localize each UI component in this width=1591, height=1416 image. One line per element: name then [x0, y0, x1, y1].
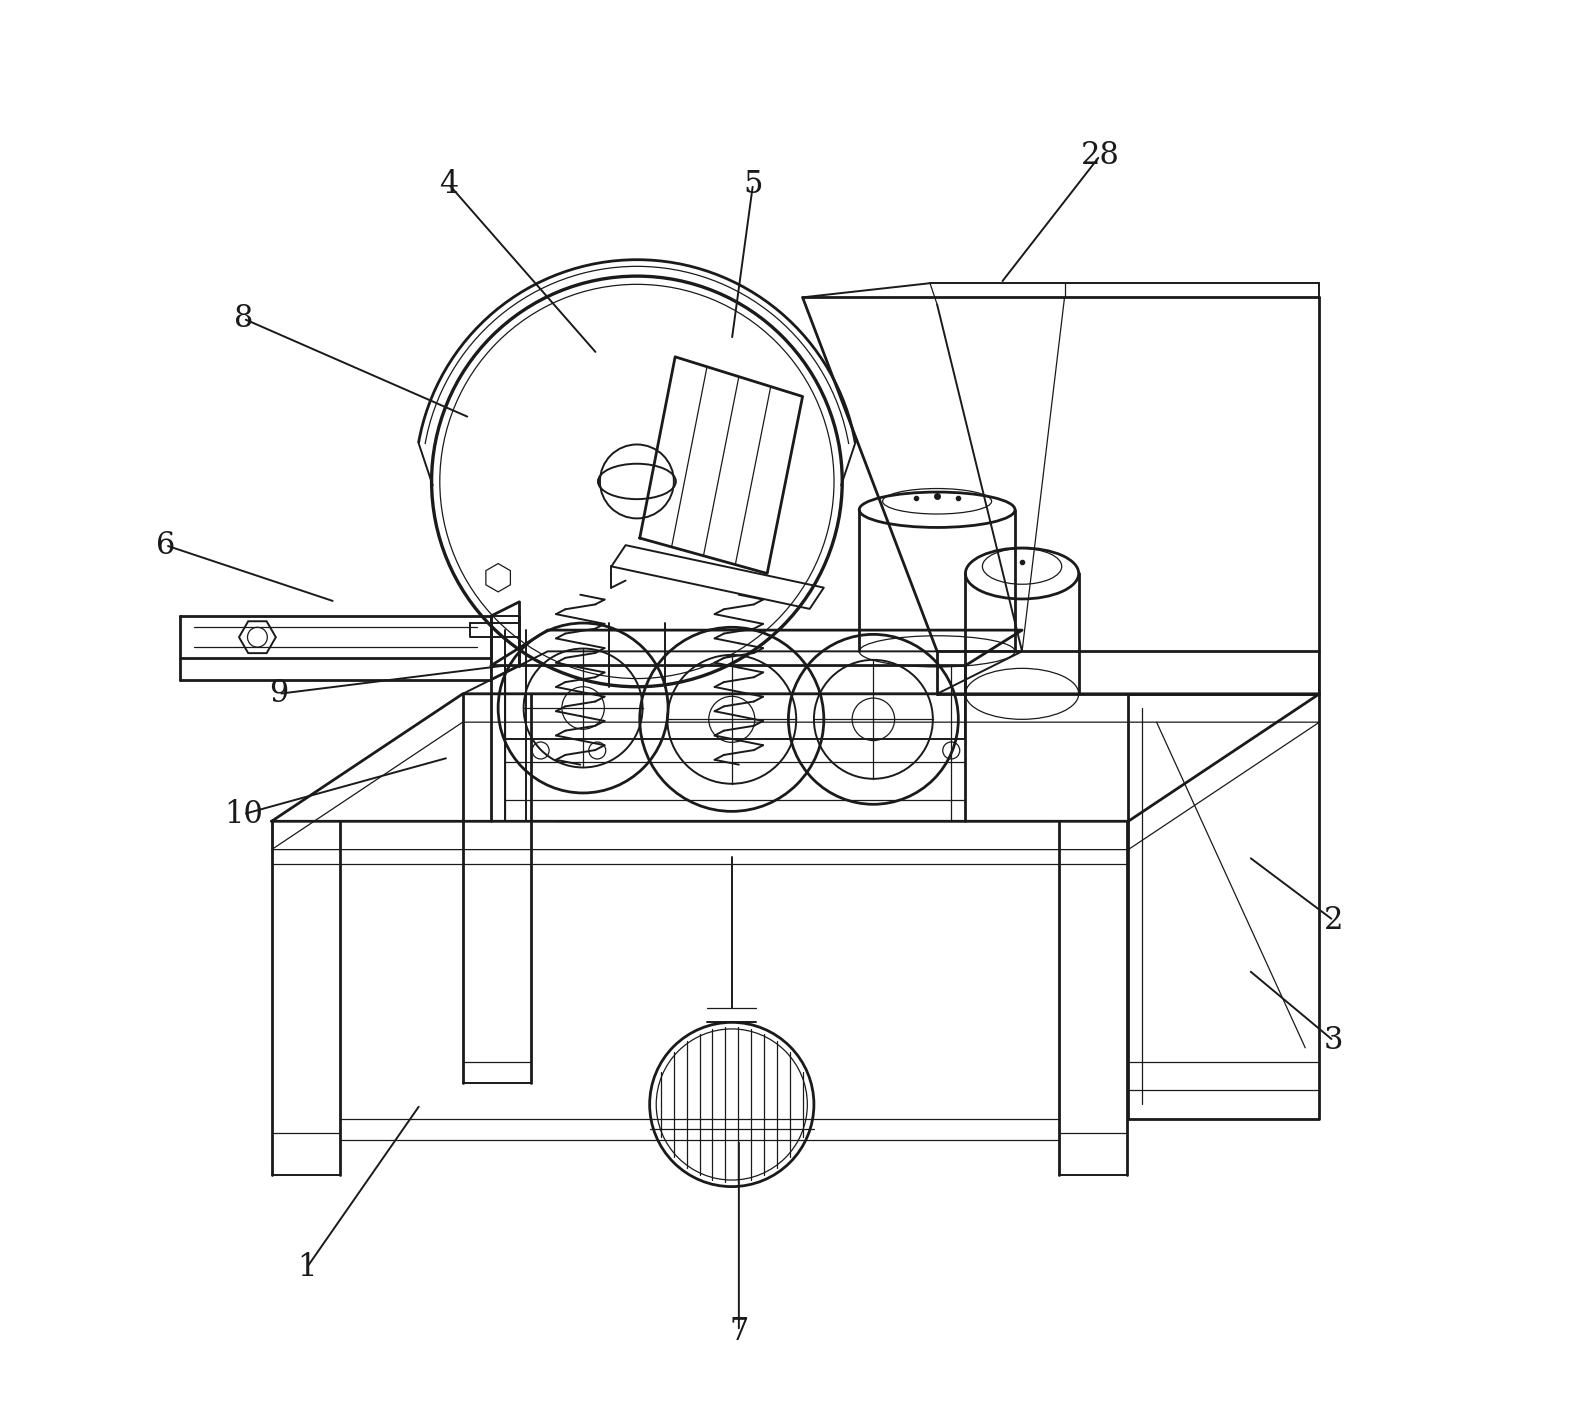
- Text: 5: 5: [743, 169, 762, 200]
- Text: 3: 3: [1324, 1025, 1343, 1056]
- Text: 7: 7: [729, 1315, 748, 1347]
- Text: 1: 1: [298, 1252, 317, 1283]
- Text: 10: 10: [224, 799, 263, 830]
- Text: 2: 2: [1324, 905, 1343, 936]
- Text: 8: 8: [234, 303, 253, 334]
- Text: 4: 4: [439, 169, 458, 200]
- Text: 9: 9: [269, 678, 288, 709]
- Text: 28: 28: [1080, 140, 1120, 171]
- Text: 6: 6: [156, 530, 175, 561]
